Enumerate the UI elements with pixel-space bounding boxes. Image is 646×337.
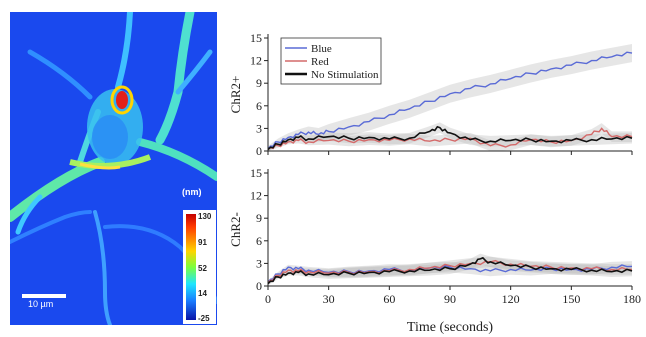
y-axis-label: ChR2+ — [228, 76, 243, 114]
error-band-red — [268, 123, 632, 151]
x-tick-label: 0 — [265, 292, 271, 306]
scale-bar — [22, 294, 66, 298]
colorbar-tick-14: 14 — [198, 289, 207, 298]
series-line-no-stimulation — [267, 125, 633, 151]
series-line-blue — [267, 51, 633, 150]
x-tick-label: 60 — [383, 292, 395, 306]
y-tick-label: 6 — [256, 234, 262, 248]
x-axis-label: Time (seconds) — [407, 320, 494, 335]
y-tick-label: 0 — [256, 279, 262, 293]
error-band-red — [268, 256, 632, 285]
y-tick-label: 3 — [256, 256, 262, 270]
y-tick-label: 9 — [256, 76, 262, 90]
error-band-no-stimulation — [268, 122, 632, 151]
x-tick-label: 30 — [323, 292, 335, 306]
y-tick-label: 0 — [256, 144, 262, 158]
y-axis-label: ChR2- — [228, 212, 243, 247]
x-tick-label: 120 — [502, 292, 520, 306]
y-tick-label: 12 — [250, 54, 262, 68]
legend-label-red: Red — [311, 56, 329, 68]
colorbar-tick-neg25: -25 — [198, 314, 210, 323]
y-tick-label: 6 — [256, 99, 262, 113]
colorbar-tick-130: 130 — [198, 212, 212, 221]
x-tick-label: 90 — [444, 292, 456, 306]
x-tick-label: 180 — [623, 292, 641, 306]
legend-label-no-stimulation: No Stimulation — [311, 69, 379, 81]
y-tick-label: 9 — [256, 211, 262, 225]
micrograph-image — [10, 12, 217, 325]
series-line-red — [267, 259, 632, 284]
y-tick-label: 12 — [250, 189, 262, 203]
y-tick-label: 3 — [256, 121, 262, 135]
series-line-no-stimulation — [267, 256, 633, 285]
colorbar-tick-91: 91 — [198, 238, 207, 247]
y-tick-label: 15 — [250, 31, 262, 45]
colorbar — [186, 214, 196, 320]
scale-bar-label: 10 µm — [28, 299, 54, 309]
colorbar-unit-label: (nm) — [182, 187, 202, 197]
micrograph-structure — [10, 12, 217, 325]
colorbar-tick-52: 52 — [198, 264, 207, 273]
legend-label-blue: Blue — [311, 43, 332, 55]
y-tick-label: 15 — [250, 166, 262, 180]
x-tick-label: 150 — [562, 292, 580, 306]
